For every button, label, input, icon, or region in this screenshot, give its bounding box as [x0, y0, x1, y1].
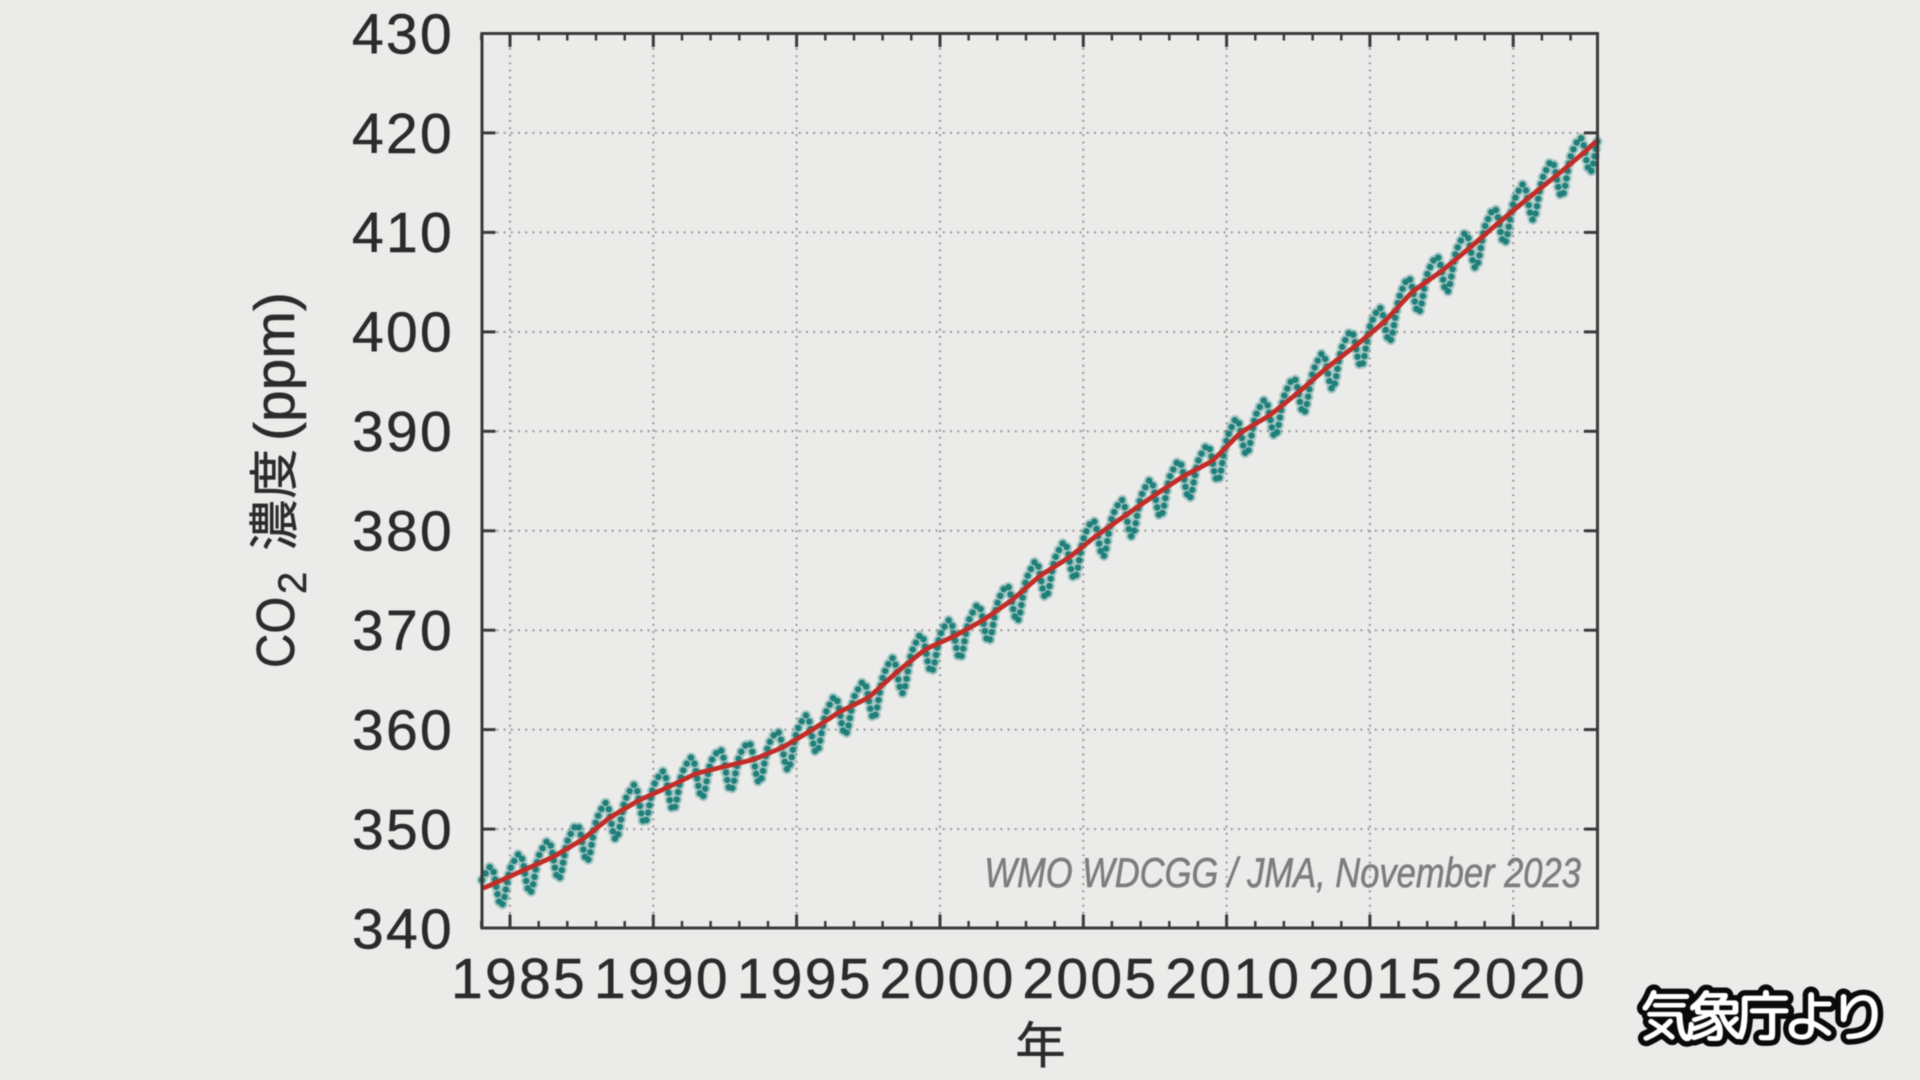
svg-text:2015: 2015: [1308, 947, 1444, 1011]
svg-text:2: 2: [271, 572, 315, 594]
svg-text:410: 410: [352, 201, 454, 265]
svg-text:430: 430: [352, 2, 454, 66]
svg-text:2005: 2005: [1022, 947, 1158, 1011]
svg-text:350: 350: [352, 798, 454, 862]
svg-text:420: 420: [352, 102, 454, 166]
svg-text:1985: 1985: [451, 947, 587, 1011]
svg-text:360: 360: [352, 698, 454, 762]
svg-text:370: 370: [352, 599, 454, 663]
svg-text:2020: 2020: [1451, 947, 1587, 1011]
svg-text:400: 400: [352, 301, 454, 365]
svg-text:2010: 2010: [1165, 947, 1301, 1011]
svg-text:(ppm): (ppm): [243, 292, 307, 441]
svg-text:CO: CO: [245, 597, 306, 668]
svg-text:340: 340: [352, 897, 454, 961]
svg-text:390: 390: [352, 400, 454, 464]
svg-text:WMO WDCGG / JMA, November 2023: WMO WDCGG / JMA, November 2023: [984, 850, 1581, 897]
svg-text:380: 380: [352, 500, 454, 564]
svg-text:1990: 1990: [594, 947, 730, 1011]
svg-text:1995: 1995: [737, 947, 873, 1011]
svg-text:2000: 2000: [880, 947, 1016, 1011]
